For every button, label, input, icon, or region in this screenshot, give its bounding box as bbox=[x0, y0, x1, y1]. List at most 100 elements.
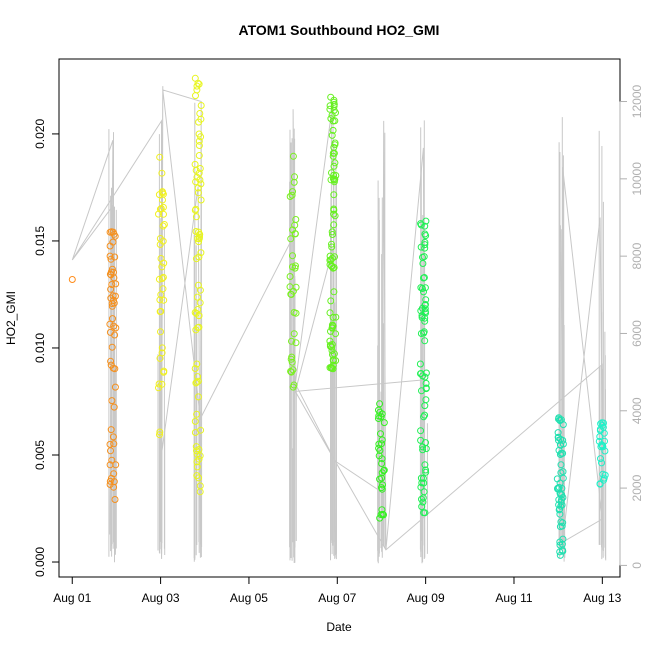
data-point bbox=[328, 240, 335, 248]
data-point bbox=[156, 431, 163, 439]
y2-tick-label: 2000 bbox=[630, 474, 644, 501]
data-point bbox=[288, 353, 296, 361]
data-point bbox=[110, 296, 117, 304]
data-point bbox=[193, 450, 201, 458]
y-tick-label: 0.020 bbox=[33, 119, 47, 149]
data-point bbox=[156, 153, 164, 161]
data-point bbox=[193, 458, 201, 466]
data-point bbox=[195, 323, 203, 331]
data-point bbox=[421, 305, 429, 313]
y2-tick-label: 10000 bbox=[630, 162, 644, 196]
data-point bbox=[329, 126, 337, 134]
data-point bbox=[330, 178, 338, 186]
data-point bbox=[421, 411, 429, 419]
data-point bbox=[378, 484, 385, 492]
data-point bbox=[193, 410, 201, 418]
data-point bbox=[380, 419, 388, 427]
data-point bbox=[158, 344, 166, 352]
data-point bbox=[326, 337, 334, 345]
data-point bbox=[330, 288, 338, 296]
data-point bbox=[110, 322, 118, 330]
data-point bbox=[195, 446, 203, 453]
data-point bbox=[159, 285, 167, 293]
data-point bbox=[331, 117, 339, 125]
data-point bbox=[328, 263, 336, 271]
data-point bbox=[420, 413, 428, 421]
data-point bbox=[111, 365, 119, 373]
data-point bbox=[328, 228, 336, 236]
data-point bbox=[598, 459, 605, 467]
chart-title: ATOM1 Southbound HO2_GMI bbox=[239, 22, 440, 38]
data-point bbox=[597, 443, 605, 451]
data-point bbox=[107, 271, 115, 279]
data-point bbox=[328, 243, 336, 251]
data-point bbox=[421, 284, 429, 292]
data-point bbox=[106, 477, 114, 485]
data-point bbox=[196, 452, 204, 460]
data-point bbox=[331, 139, 339, 147]
data-point bbox=[331, 253, 338, 261]
data-point bbox=[158, 263, 166, 271]
data-point bbox=[421, 238, 429, 246]
data-point bbox=[557, 461, 565, 469]
data-point bbox=[327, 176, 335, 184]
data-point bbox=[421, 461, 429, 469]
data-point bbox=[196, 110, 204, 117]
data-point bbox=[596, 425, 604, 433]
data-point bbox=[194, 393, 202, 401]
data-point bbox=[156, 428, 164, 436]
data-point bbox=[330, 221, 338, 229]
data-point bbox=[288, 358, 296, 366]
y2-tick-label: 8000 bbox=[630, 242, 644, 269]
data-point bbox=[421, 241, 429, 249]
y-axis-label: HO2_GMI bbox=[4, 291, 18, 345]
data-point bbox=[68, 276, 76, 283]
data-point bbox=[378, 436, 386, 444]
data-point bbox=[554, 429, 562, 437]
data-point bbox=[554, 433, 562, 441]
data-point bbox=[107, 255, 115, 263]
data-point bbox=[110, 470, 118, 478]
data-point bbox=[109, 238, 117, 246]
data-point bbox=[416, 360, 424, 368]
data-point bbox=[292, 339, 300, 347]
data-point bbox=[559, 546, 566, 554]
data-point bbox=[107, 285, 115, 293]
x-tick-label: Aug 09 bbox=[407, 591, 445, 605]
data-point bbox=[421, 373, 429, 381]
data-point bbox=[106, 320, 114, 328]
data-point bbox=[419, 260, 427, 267]
data-point bbox=[110, 478, 118, 486]
data-point bbox=[328, 347, 336, 354]
data-point bbox=[191, 160, 199, 168]
data-point bbox=[287, 367, 295, 375]
data-point bbox=[422, 232, 430, 240]
data-point bbox=[157, 291, 165, 299]
data-point bbox=[329, 313, 337, 321]
data-point bbox=[289, 252, 296, 260]
data-point bbox=[378, 469, 386, 477]
data-point bbox=[332, 313, 340, 321]
data-point bbox=[288, 191, 296, 199]
y-tick-label: 0.010 bbox=[33, 333, 47, 363]
data-point bbox=[160, 367, 168, 375]
data-point bbox=[329, 231, 336, 238]
data-point bbox=[418, 503, 426, 511]
data-point bbox=[155, 275, 163, 283]
data-point bbox=[417, 284, 425, 292]
data-point bbox=[108, 343, 116, 351]
y-tick-label: 0.000 bbox=[33, 547, 47, 577]
data-point bbox=[160, 210, 167, 218]
data-point bbox=[196, 233, 203, 241]
data-point bbox=[601, 471, 609, 479]
x-tick-label: Aug 03 bbox=[142, 591, 180, 605]
data-point bbox=[419, 474, 427, 482]
y-tick-label: 0.015 bbox=[33, 226, 47, 256]
data-point bbox=[330, 191, 338, 199]
data-point bbox=[420, 253, 428, 261]
data-point bbox=[286, 283, 294, 291]
data-point bbox=[110, 440, 118, 448]
y2-tick-label: 12000 bbox=[630, 84, 644, 118]
data-point bbox=[159, 273, 167, 281]
